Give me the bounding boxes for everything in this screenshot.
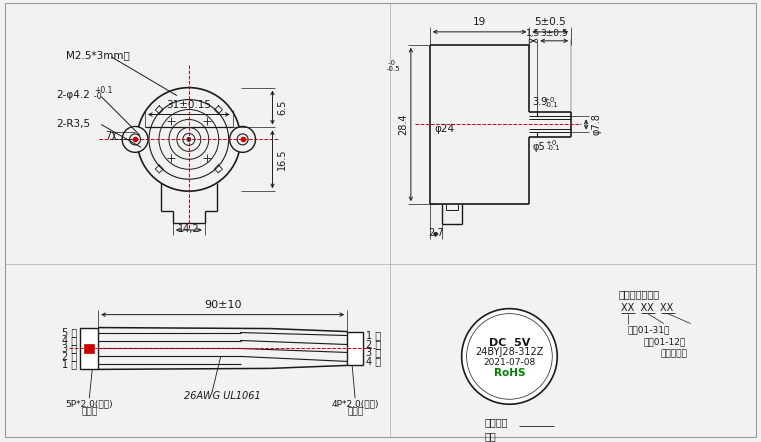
Bar (84, 343, 94, 354)
Text: +0.1: +0.1 (94, 86, 113, 95)
Text: 马达端: 马达端 (81, 407, 97, 416)
Text: 19: 19 (473, 17, 486, 27)
Text: 4 橙: 4 橙 (366, 356, 381, 366)
Text: 3±0.5: 3±0.5 (540, 29, 568, 38)
Text: 2-R3,5: 2-R3,5 (56, 119, 91, 130)
Text: 1 橙: 1 橙 (62, 359, 78, 370)
Text: +0: +0 (546, 141, 561, 146)
Circle shape (187, 137, 191, 141)
Text: +0: +0 (544, 96, 559, 103)
Text: RoHS: RoHS (494, 368, 525, 378)
Text: 14,2: 14,2 (178, 224, 199, 234)
Bar (81, 328, 98, 370)
Text: 16.5: 16.5 (278, 149, 288, 170)
Text: 5±0.5: 5±0.5 (534, 17, 566, 27)
Text: XX  XX  XX: XX XX XX (621, 303, 673, 312)
Text: DC  5V: DC 5V (489, 338, 530, 347)
Text: 月（01-12）: 月（01-12） (644, 338, 686, 347)
Circle shape (122, 126, 148, 152)
Text: 生产日期说明：: 生产日期说明： (619, 289, 660, 299)
Text: 客用端: 客用端 (347, 407, 363, 416)
Text: M2.5*3mm深: M2.5*3mm深 (66, 50, 130, 60)
Bar (347, 332, 363, 366)
Text: φ24: φ24 (435, 125, 455, 134)
Text: 2,7: 2,7 (428, 228, 444, 238)
Text: 3.9: 3.9 (533, 96, 548, 107)
Text: 4 黄: 4 黄 (62, 335, 78, 346)
Text: -0.1: -0.1 (546, 145, 560, 151)
Text: 商标: 商标 (485, 431, 496, 441)
Text: 7: 7 (105, 131, 111, 141)
Text: 26AWG UL1061: 26AWG UL1061 (184, 391, 260, 401)
Circle shape (462, 309, 557, 404)
Text: 90±10: 90±10 (204, 300, 241, 310)
Text: 2-φ4.2: 2-φ4.2 (56, 90, 91, 99)
Text: 24BYJ28-312Z: 24BYJ28-312Z (476, 347, 543, 358)
Text: 日（01-31）: 日（01-31） (628, 326, 670, 335)
Text: -0: -0 (388, 60, 400, 66)
Text: 31±0.15: 31±0.15 (167, 99, 212, 110)
Text: 1 蓝: 1 蓝 (366, 331, 381, 340)
Text: 3 空: 3 空 (62, 343, 78, 354)
Text: 年（公历）: 年（公历） (661, 350, 688, 358)
Text: 28.4: 28.4 (398, 114, 408, 135)
Text: -0.1: -0.1 (544, 102, 558, 107)
Text: φ7.8: φ7.8 (591, 114, 601, 135)
Text: 机种型号: 机种型号 (485, 417, 508, 427)
Text: -0: -0 (94, 92, 107, 101)
Text: 3 粉: 3 粉 (366, 347, 381, 358)
Text: 5 粉: 5 粉 (62, 328, 78, 338)
Circle shape (230, 126, 256, 152)
Text: 4P*2.0(白色): 4P*2.0(白色) (331, 399, 379, 408)
Text: 2 黄: 2 黄 (366, 339, 381, 350)
Text: 1,5: 1,5 (526, 29, 540, 38)
Text: 5P*2.0(白色): 5P*2.0(白色) (65, 399, 113, 408)
Text: -0.5: -0.5 (387, 66, 400, 72)
Text: φ5: φ5 (533, 142, 545, 152)
Text: 2 蓝: 2 蓝 (62, 351, 78, 362)
Text: 2021-07-08: 2021-07-08 (483, 358, 536, 367)
Text: 6.5: 6.5 (278, 100, 288, 115)
